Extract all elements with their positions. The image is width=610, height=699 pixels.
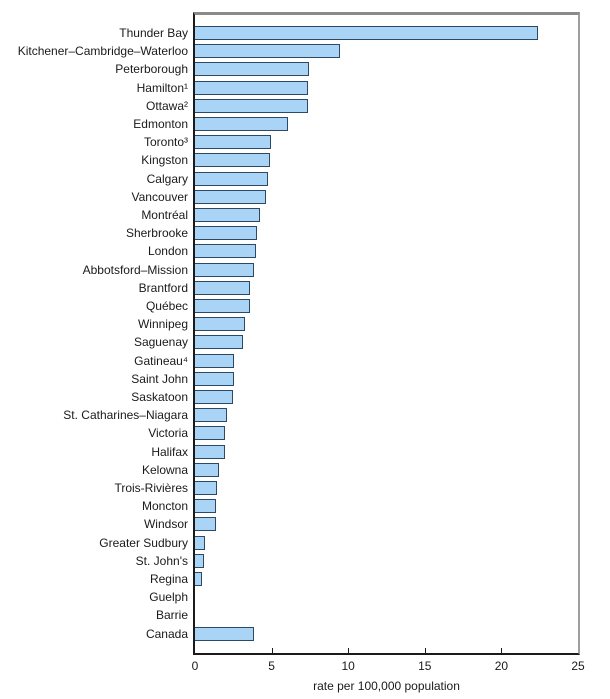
- category-label-calgary: Calgary: [146, 171, 188, 186]
- bar-vancouver: [195, 189, 266, 204]
- bar-thunder-bay: [195, 26, 538, 40]
- category-label-toronto: Toronto³: [143, 135, 188, 150]
- category-label-guelph: Guelph: [149, 590, 188, 605]
- category-label-st-john-s: St. John's: [135, 553, 188, 568]
- category-label-regina: Regina: [149, 572, 188, 586]
- bar-calgary: [195, 171, 268, 186]
- x-tick-label-10: 10: [341, 659, 355, 673]
- category-label-kelowna: Kelowna: [141, 462, 188, 477]
- bar-gatineau: [195, 353, 234, 368]
- category-label-london: London: [147, 244, 188, 259]
- bar-st-john-s: [195, 553, 204, 568]
- category-label-ottawa: Ottawa²: [145, 98, 188, 113]
- bar-abbotsford-mission: [195, 262, 254, 277]
- category-label-moncton: Moncton: [141, 499, 188, 514]
- x-axis-title: rate per 100,000 population: [313, 679, 460, 693]
- bar-quebec: [195, 299, 250, 313]
- bar-kelowna: [195, 462, 219, 477]
- category-label-trois-rivieres: Trois-Rivières: [114, 481, 188, 495]
- category-label-gatineau: Gatineau⁴: [134, 353, 188, 368]
- category-label-barrie: Barrie: [155, 608, 188, 623]
- bar-hamilton: [195, 80, 308, 95]
- bar-kingston: [195, 153, 270, 168]
- bar-brantford: [195, 280, 250, 295]
- category-label-victoria: Victoria: [148, 426, 188, 441]
- category-label-st-catharines-niagara: St. Catharines–Niagara: [63, 408, 188, 423]
- bar-moncton: [195, 499, 216, 514]
- category-label-kitchener-cambridge-waterloo: Kitchener–Cambridge–Waterloo: [17, 44, 188, 59]
- bar-winnipeg: [195, 317, 245, 332]
- category-label-saguenay: Saguenay: [133, 335, 188, 350]
- bar-kitchener-cambridge-waterloo: [195, 44, 340, 59]
- category-label-sherbrooke: Sherbrooke: [125, 226, 188, 241]
- bar-windsor: [195, 517, 216, 532]
- bar-sherbrooke: [195, 226, 257, 241]
- bar-greater-sudbury: [195, 535, 205, 550]
- category-label-brantford: Brantford: [138, 280, 188, 295]
- category-label-vancouver: Vancouver: [131, 189, 188, 204]
- category-label-quebec: Québec: [145, 299, 188, 313]
- bar-canada: [195, 626, 254, 641]
- bar-victoria: [195, 426, 225, 441]
- plot-area: [193, 12, 580, 655]
- category-label-greater-sudbury: Greater Sudbury: [99, 535, 188, 550]
- category-label-abbotsford-mission: Abbotsford–Mission: [82, 262, 188, 277]
- category-label-peterborough: Peterborough: [115, 62, 188, 77]
- x-tick-label-5: 5: [268, 659, 275, 673]
- bar-saskatoon: [195, 390, 233, 404]
- category-label-winnipeg: Winnipeg: [137, 317, 188, 332]
- x-tick-label-15: 15: [418, 659, 432, 673]
- bar-ottawa: [195, 98, 308, 113]
- bar-montreal: [195, 208, 260, 222]
- x-tick-label-25: 25: [571, 659, 585, 673]
- bar-regina: [195, 572, 202, 586]
- category-label-saint-john: Saint John: [131, 371, 188, 386]
- x-tick-label-0: 0: [191, 659, 199, 673]
- x-tick-mark-5: [272, 648, 273, 653]
- bar-edmonton: [195, 117, 288, 131]
- bar-toronto: [195, 135, 271, 150]
- category-label-edmonton: Edmonton: [133, 117, 188, 131]
- bar-saguenay: [195, 335, 243, 350]
- category-label-kingston: Kingston: [141, 153, 188, 168]
- x-tick-mark-10: [348, 648, 349, 653]
- category-label-montreal: Montréal: [141, 208, 188, 222]
- bar-saint-john: [195, 371, 234, 386]
- bar-peterborough: [195, 62, 309, 77]
- x-tick-mark-15: [425, 648, 426, 653]
- bar-trois-rivieres: [195, 481, 217, 495]
- category-label-thunder-bay: Thunder Bay: [119, 26, 188, 40]
- category-label-saskatoon: Saskatoon: [131, 390, 188, 404]
- bar-halifax: [195, 444, 225, 459]
- category-label-windsor: Windsor: [143, 517, 188, 532]
- bar-london: [195, 244, 256, 259]
- category-label-halifax: Halifax: [151, 444, 188, 459]
- x-tick-label-20: 20: [494, 659, 509, 673]
- category-label-hamilton: Hamilton¹: [136, 80, 188, 95]
- x-tick-mark-20: [501, 648, 502, 653]
- bar-st-catharines-niagara: [195, 408, 227, 423]
- category-label-canada: Canada: [145, 626, 188, 641]
